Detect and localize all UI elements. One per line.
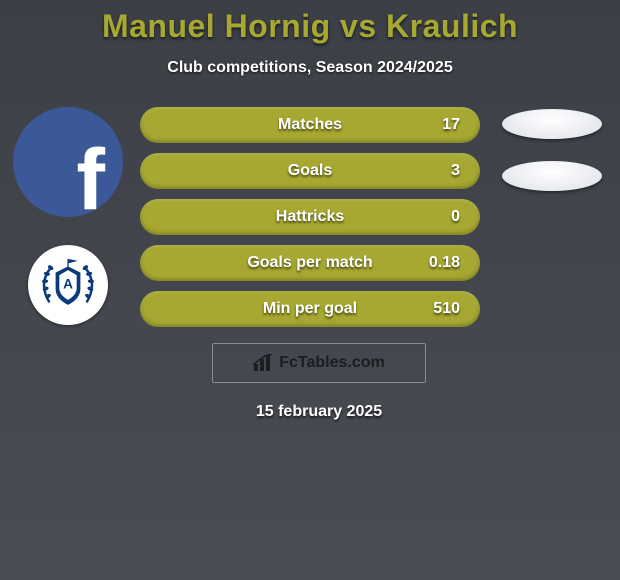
opponent-stat-blob (502, 109, 602, 139)
stat-bar-matches: Matches 17 (140, 107, 480, 143)
stat-value: 3 (451, 162, 460, 180)
footer: FcTables.com 15 february 2025 (140, 343, 498, 421)
stat-row: Matches 17 (140, 107, 498, 143)
comparison-date: 15 february 2025 (256, 403, 382, 421)
arminia-crest-icon: A (37, 254, 99, 316)
bar-chart-icon (253, 354, 273, 372)
club-crest: A (28, 245, 108, 325)
stat-label: Min per goal (263, 300, 357, 318)
stat-row: Min per goal 510 (140, 291, 498, 327)
stat-row: Hattricks 0 (140, 199, 498, 235)
player-avatar: f (13, 107, 123, 217)
fctables-text: FcTables.com (279, 354, 385, 372)
stat-row: Goals per match 0.18 (140, 245, 498, 281)
left-column: f (8, 107, 128, 325)
right-column (502, 107, 612, 191)
stat-label: Goals per match (247, 254, 372, 272)
stat-bar-goals: Goals 3 (140, 153, 480, 189)
stat-value: 17 (442, 116, 460, 134)
stat-bar-gpm: Goals per match 0.18 (140, 245, 480, 281)
page-title: Manuel Hornig vs Kraulich (0, 8, 620, 45)
content-row: f (0, 107, 620, 421)
stat-value: 0 (451, 208, 460, 226)
facebook-icon: f (13, 107, 123, 217)
stat-value: 510 (433, 300, 460, 318)
fctables-badge[interactable]: FcTables.com (212, 343, 426, 383)
stat-bar-hattricks: Hattricks 0 (140, 199, 480, 235)
stat-label: Hattricks (276, 208, 344, 226)
opponent-stat-blob (502, 161, 602, 191)
stat-label: Goals (288, 162, 332, 180)
svg-text:A: A (63, 277, 73, 292)
page-subtitle: Club competitions, Season 2024/2025 (0, 59, 620, 77)
stat-value: 0.18 (429, 254, 460, 272)
stat-row: Goals 3 (140, 153, 498, 189)
comparison-infographic: Manuel Hornig vs Kraulich Club competiti… (0, 0, 620, 421)
stat-label: Matches (278, 116, 342, 134)
stat-bar-mpg: Min per goal 510 (140, 291, 480, 327)
stats-bars: Matches 17 Goals 3 Hattricks 0 Goals per… (128, 107, 502, 421)
